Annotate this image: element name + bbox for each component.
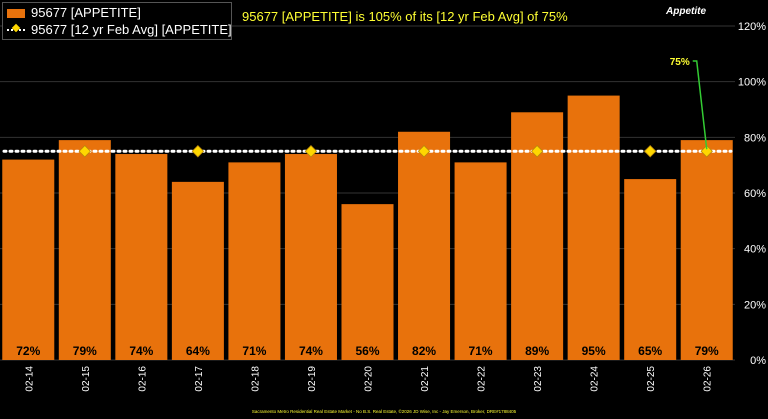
x-tick-label: 02-19 [307,366,318,392]
legend: 95677 [APPETITE] 95677 [12 yr Feb Avg] [… [2,2,232,40]
y-tick-label: 120% [738,21,766,33]
legend-label-average: 95677 [12 yr Feb Avg] [APPETITE] [31,22,232,37]
average-marker [700,145,713,158]
bar [2,159,55,360]
bar-data-labels: 72% 79% 74% 64% 71% 74% 56% 82% 71% 89% 95% 65% 79% [16,344,719,358]
y-axis-tick-labels: 0% 20% 40% 60% 80% 100% 120% [738,21,766,367]
y-tick-label: 80% [744,132,766,144]
y-tick-label: 0% [750,355,766,367]
bar [284,154,337,360]
x-tick-label: 02-15 [81,366,92,392]
x-tick-label: 02-20 [364,366,375,392]
bar [171,181,224,360]
bar [58,140,111,360]
bar-data-label: 72% [16,344,40,358]
bar [624,179,677,360]
bar-data-label: 64% [186,344,210,358]
average-marker [78,145,92,158]
bar-data-label: 82% [412,344,436,358]
y-tick-label: 40% [744,244,766,256]
bar-data-label: 89% [525,344,549,358]
x-tick-label: 02-26 [703,366,714,392]
bar-data-label: 56% [355,344,379,358]
legend-bar-swatch [7,9,25,18]
bar [567,95,620,360]
x-axis-tick-labels: 02-14 02-15 02-16 02-17 02-18 02-19 02-20 02-21… [24,366,713,392]
average-marker [530,145,544,158]
y-tick-label: 100% [738,77,766,89]
bar [680,140,733,360]
bar [454,162,507,360]
y-tick-label: 60% [744,188,766,200]
x-tick-label: 02-24 [590,366,601,392]
bar-data-label: 65% [638,344,662,358]
bar-data-label: 74% [299,344,323,358]
average-line [2,145,733,158]
x-tick-label: 02-14 [24,366,35,392]
callout-leader-line [692,60,708,150]
bar [341,204,394,360]
x-tick-label: 02-22 [477,366,488,392]
bar-data-label: 71% [242,344,266,358]
bar [115,154,168,360]
x-tick-label: 02-17 [194,366,205,392]
y-tick-label: 20% [744,299,766,311]
bar-data-label: 79% [695,344,719,358]
bar [398,131,451,360]
bar-data-label: 71% [469,344,493,358]
bar [228,162,281,360]
bar-data-label: 79% [73,344,97,358]
x-tick-label: 02-18 [250,366,261,392]
average-marker [191,145,205,158]
chart-headline: 95677 [APPETITE] is 105% of its [12 yr F… [242,9,568,24]
average-marker [417,145,431,158]
average-marker [304,145,318,158]
x-tick-label: 02-25 [646,366,657,392]
bar-data-label: 95% [582,344,606,358]
chart-corner-title: Appetite [666,6,706,17]
average-callout: 75% [670,57,708,150]
x-tick-label: 02-23 [533,366,544,392]
legend-label-appetite: 95677 [APPETITE] [31,5,141,20]
average-marker [643,145,657,158]
x-tick-label: 02-21 [420,366,431,392]
callout-label: 75% [670,57,690,68]
footer-credit: Sacramento Metro Residential Real Estate… [251,409,517,414]
bar-series [2,95,733,361]
x-tick-label: 02-16 [137,366,148,392]
bar-data-label: 74% [129,344,153,358]
